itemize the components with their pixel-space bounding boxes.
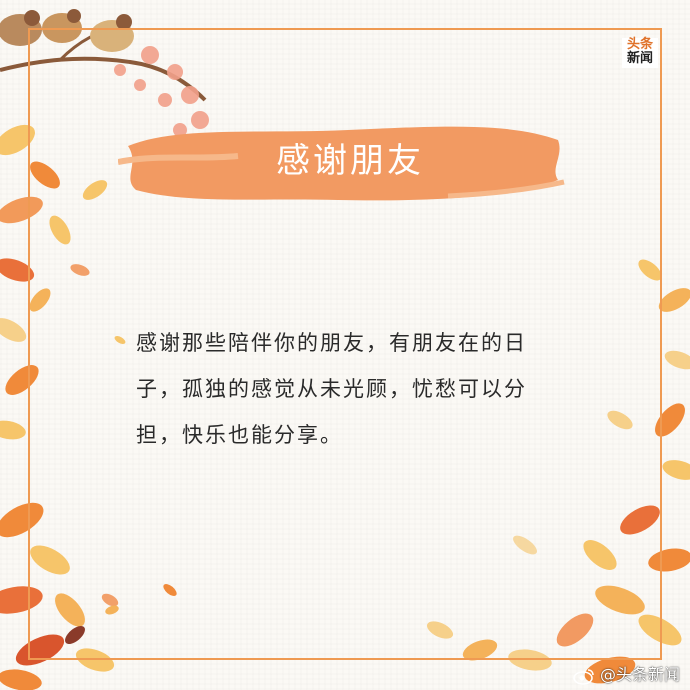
card-frame	[28, 28, 662, 660]
weibo-icon	[573, 668, 594, 685]
toutiao-news-logo: 头条 新闻	[622, 38, 658, 68]
logo-line-2: 新闻	[626, 51, 653, 66]
watermark: @头条新闻	[573, 664, 680, 686]
card-body-text: 感谢那些陪伴你的朋友，有朋友在的日子，孤独的感觉从未光顾，忧愁可以分担，快乐也能…	[136, 331, 527, 447]
bottom-right-leaf-cluster	[426, 505, 690, 684]
card-title: 感谢朋友	[276, 141, 424, 181]
logo-line-1: 头条	[626, 37, 653, 52]
title-brush-stroke	[118, 126, 565, 201]
watermark-text: @头条新闻	[599, 665, 680, 684]
left-leaf-cluster	[0, 124, 108, 440]
right-leaf-cluster	[530, 172, 690, 480]
falling-leaves	[105, 336, 177, 615]
